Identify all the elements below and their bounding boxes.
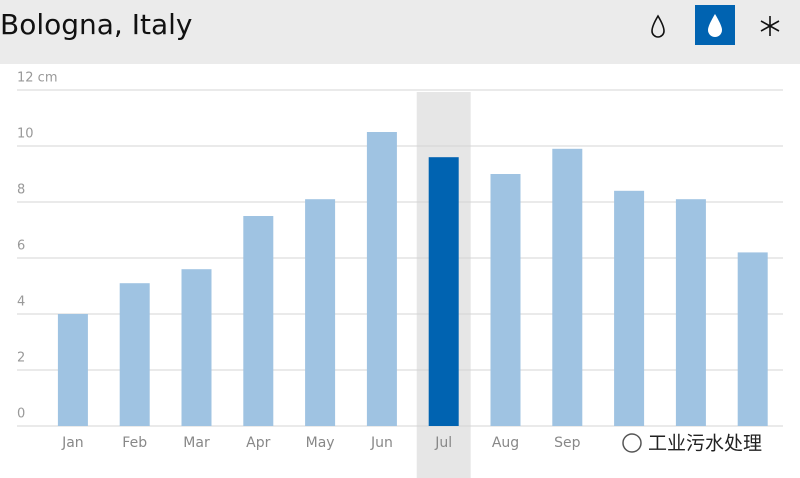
plot: 0 2 4 6 8 10 12 cm Jan Feb Mar Apr May Jun Jul Aug Sep: [17, 71, 783, 478]
y-tick-label: 6: [17, 239, 25, 254]
bar: [490, 174, 521, 426]
watermark-logo: [622, 433, 642, 453]
bar: [737, 252, 768, 426]
bar: [243, 216, 274, 426]
bar: [614, 190, 645, 426]
x-tick-label: Aug: [492, 435, 519, 451]
y-tick-label: 2: [17, 351, 25, 366]
y-tick-label: 0: [17, 407, 25, 422]
y-tick-label: 12 cm: [17, 71, 58, 86]
bar: [675, 199, 706, 426]
watermark: 工业污水处理: [622, 431, 764, 456]
watermark-text: 工业污水处理: [648, 433, 762, 455]
y-tick-label: 10: [17, 127, 34, 142]
x-tick-label: Feb: [122, 435, 147, 451]
y-tick-label: 4: [17, 295, 25, 310]
bar: [119, 283, 150, 426]
city-title: Bologna, Italy: [0, 8, 192, 41]
x-tick-label: Jul: [434, 435, 452, 451]
precip-icon[interactable]: [695, 5, 735, 45]
bar: [57, 314, 88, 426]
bar: [428, 157, 459, 426]
x-tick-label: May: [306, 435, 335, 451]
x-tick-label: Sep: [554, 435, 581, 451]
x-tick-label: Apr: [246, 435, 270, 451]
x-tick-label: Jan: [61, 435, 84, 451]
snow-icon[interactable]: [760, 16, 780, 36]
bar: [305, 199, 336, 426]
rain-icon[interactable]: [651, 14, 665, 38]
x-tick-label: Mar: [183, 435, 210, 451]
header-bar: [0, 0, 800, 64]
y-tick-label: 8: [17, 183, 25, 198]
bar: [181, 269, 212, 426]
x-tick-label: Jun: [370, 435, 393, 451]
bar: [552, 148, 583, 427]
bar: [366, 132, 397, 426]
